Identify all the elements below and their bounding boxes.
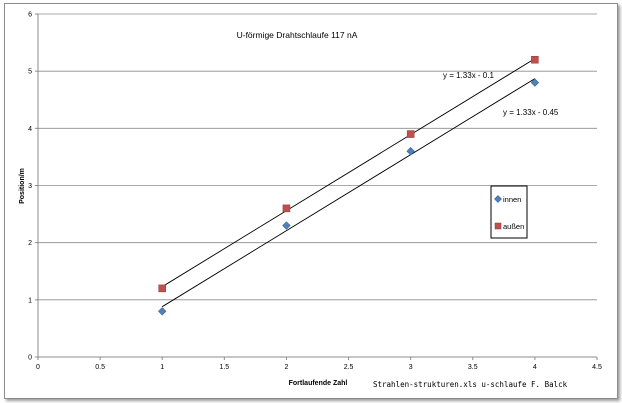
point-aussen-1 (282, 204, 291, 213)
chart-title: U-förmige Drahtschlaufe 117 nA (237, 30, 358, 40)
legend-label-aussen: außen (503, 222, 524, 231)
x-tick-label-5: 2.5 (344, 364, 354, 371)
x-tick-label-9: 4.5 (592, 364, 602, 371)
legend-marker-aussen (494, 222, 502, 230)
x-tick-label-4: 2 (284, 364, 288, 371)
x-tick-label-3: 1.5 (219, 364, 229, 371)
y-tick-label-1: 1 (28, 297, 32, 304)
legend: innen außen (490, 185, 528, 239)
y-tick-label-0: 0 (28, 355, 32, 362)
footer-note: Strahlen-strukturen.xls u-schlaufe F. Ba… (373, 380, 568, 389)
point-aussen-0 (158, 284, 166, 293)
y-tick-label-4: 4 (28, 126, 32, 133)
x-tick-label-6: 3 (409, 364, 413, 371)
trendline-label-innen: y = 1.33x - 0.45 (503, 108, 559, 117)
data-points (158, 55, 540, 316)
y-tick-label-5: 5 (28, 69, 32, 76)
trendline-innen (161, 78, 536, 308)
point-innen-0 (158, 307, 167, 316)
trendline-aussen (161, 58, 536, 288)
y-tick-labels: 0 1 2 3 4 5 6 (28, 12, 32, 362)
legend-marker-innen (494, 195, 502, 203)
x-tick-label-0: 0 (36, 364, 40, 371)
point-aussen-2 (406, 130, 415, 138)
y-tick-label-2: 2 (28, 240, 32, 247)
y-tick-label-6: 6 (28, 12, 32, 19)
axes (35, 13, 598, 360)
x-tick-label-7: 3.5 (468, 364, 478, 371)
trendline-label-aussen: y = 1.33x - 0.1 (443, 71, 494, 80)
point-innen-1 (282, 221, 291, 230)
point-innen-3 (530, 78, 540, 87)
x-tick-label-2: 1 (160, 364, 164, 371)
x-tick-label-8: 4 (533, 364, 537, 371)
y-tick-label-3: 3 (28, 183, 32, 190)
trendlines (161, 58, 536, 308)
x-axis-title: Fortlaufende Zahl (289, 380, 348, 387)
legend-box (490, 185, 528, 239)
x-tick-label-1: 0.5 (95, 364, 105, 371)
point-innen-2 (406, 147, 415, 156)
point-aussen-3 (531, 55, 539, 64)
grid-lines (38, 13, 597, 301)
x-tick-labels: 0 0.5 1 1.5 2 2.5 3 3.5 4 4.5 (36, 364, 602, 371)
legend-label-innen: innen (503, 195, 521, 204)
y-axis-title: Position/m (19, 168, 26, 204)
